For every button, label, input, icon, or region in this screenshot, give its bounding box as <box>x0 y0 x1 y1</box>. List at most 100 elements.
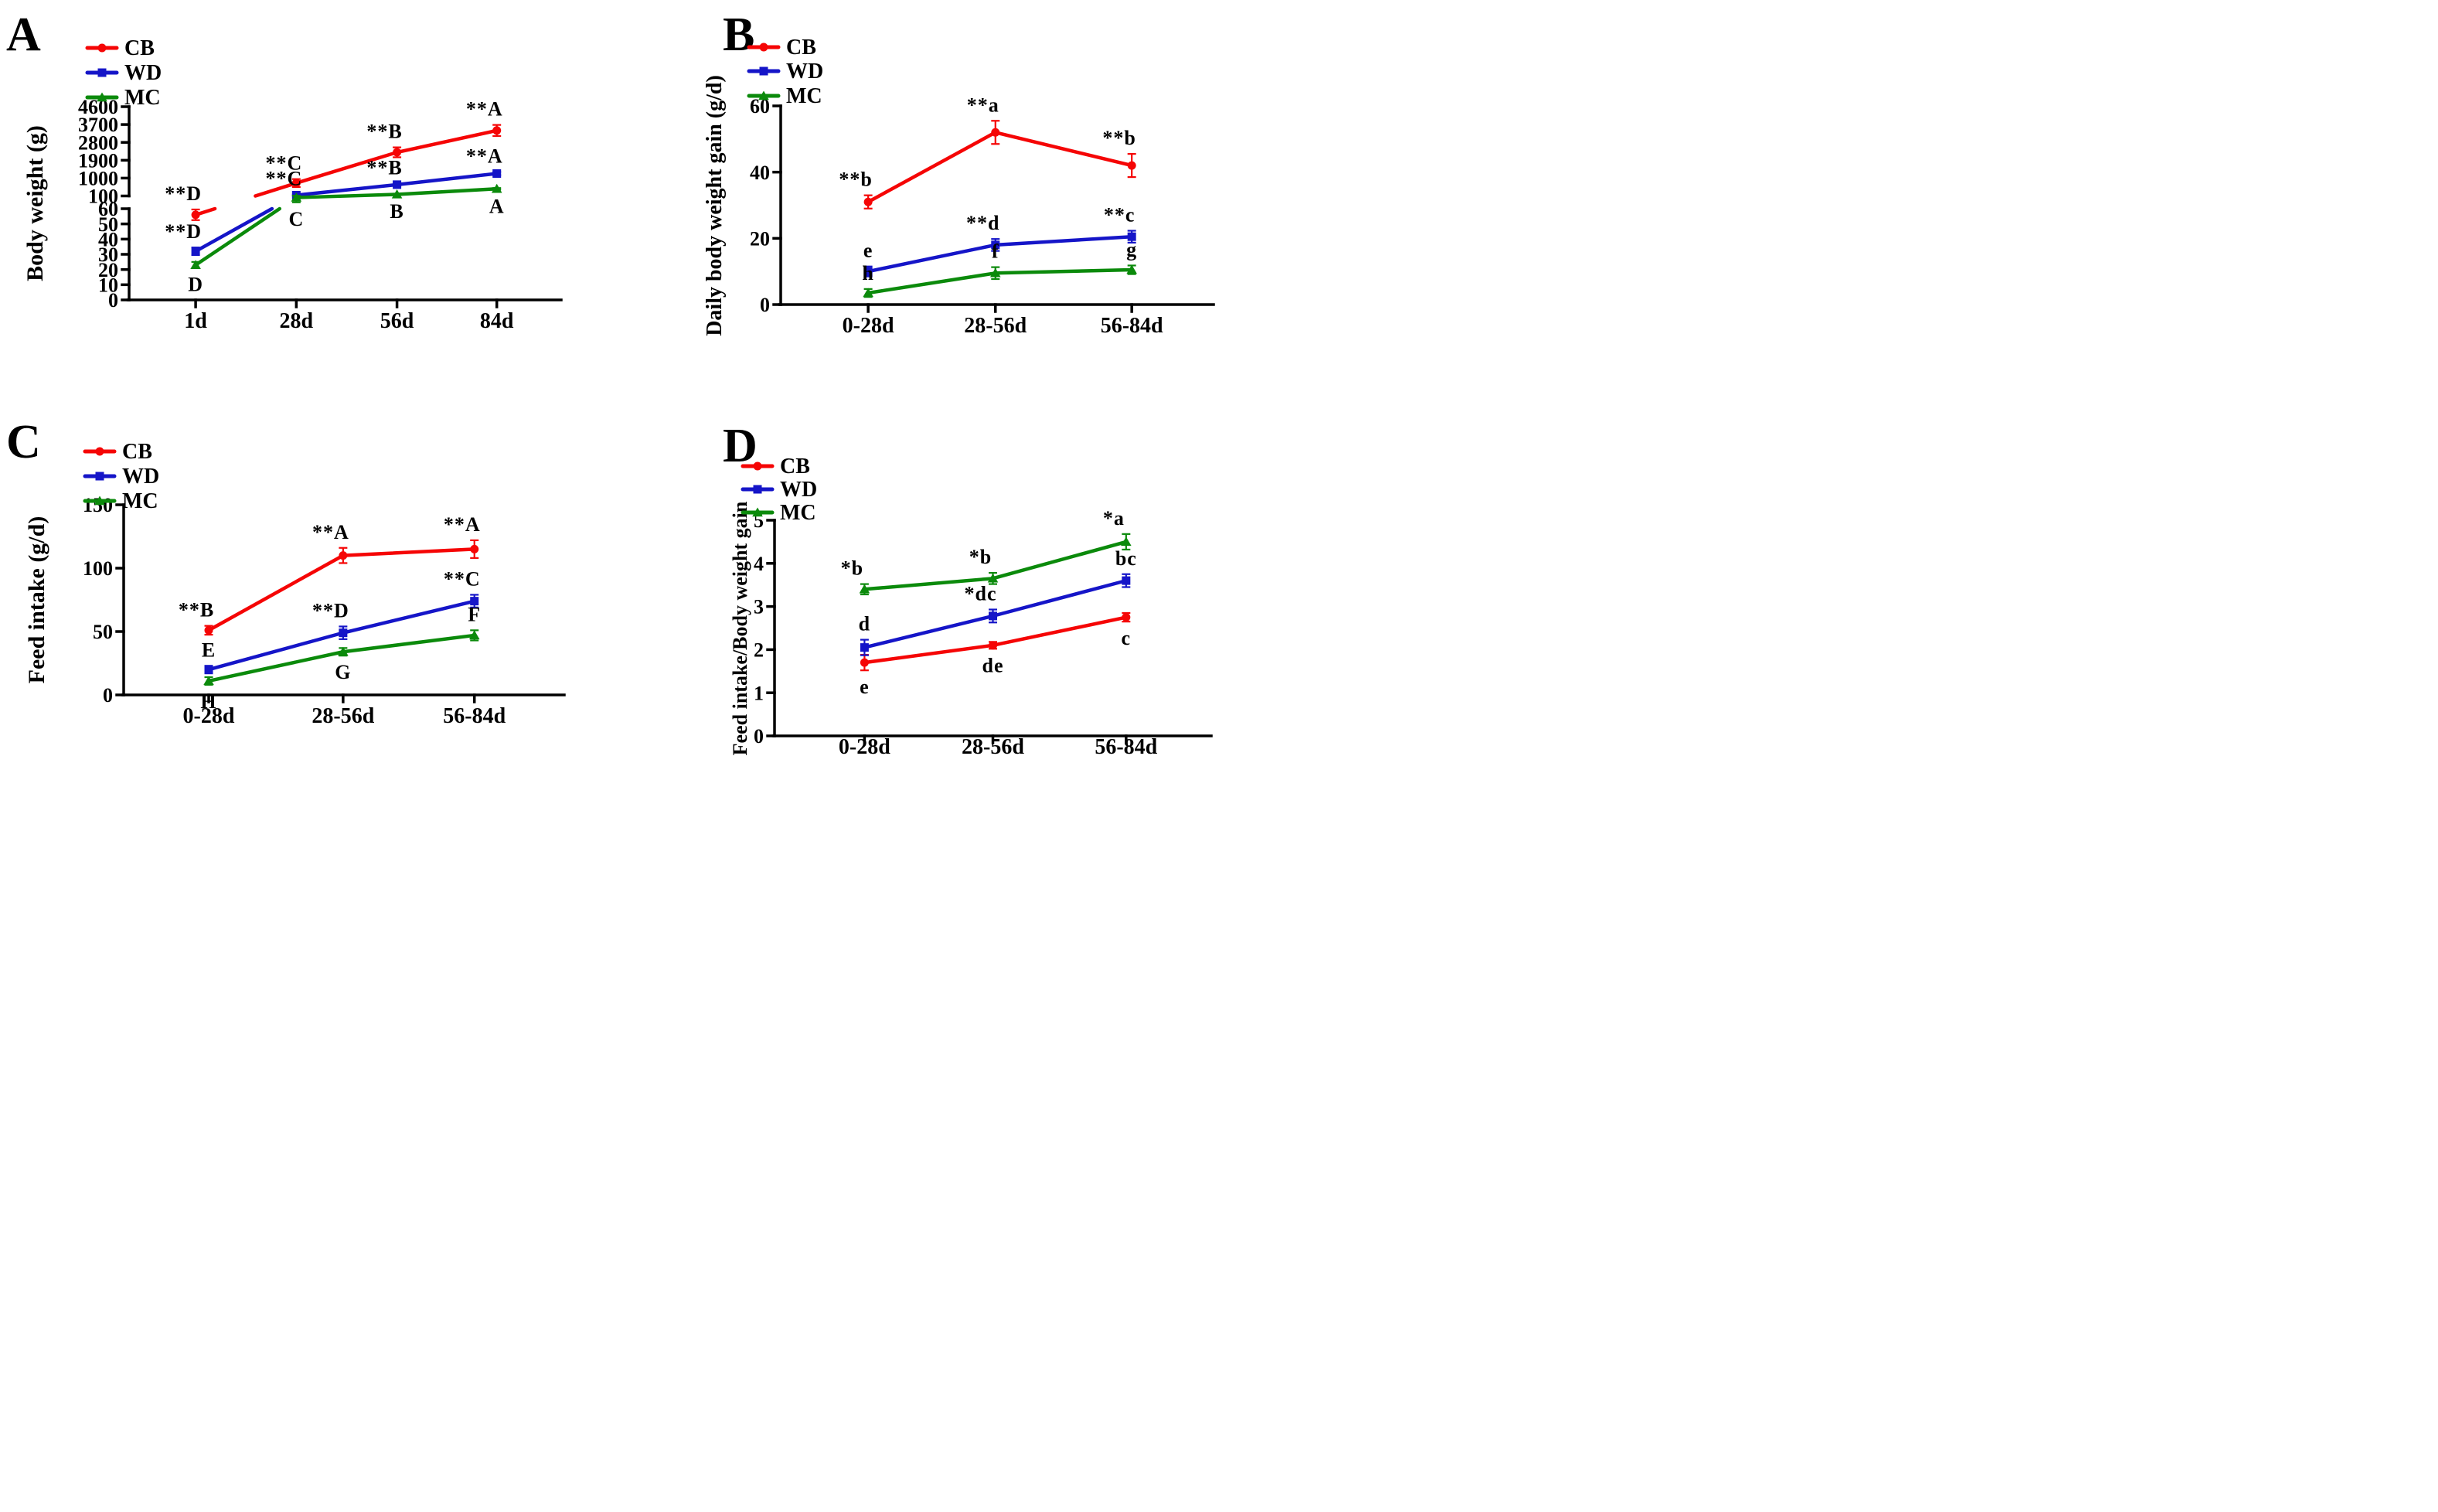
tick-labels-c: 0 50 100 150 0-28d 28-56d 56-84d <box>83 494 506 728</box>
y-tick-label: 50 <box>98 213 118 236</box>
significance-label: **B <box>179 599 214 621</box>
y-tick-label: 100 <box>83 557 113 580</box>
significance-label: **b <box>1102 127 1136 149</box>
y-tick-label: 2 <box>754 639 764 662</box>
series-wd: d *dc bc <box>859 547 1137 656</box>
significance-label: F <box>468 603 481 625</box>
panel-a-label: A <box>6 9 41 61</box>
significance-label: C <box>288 208 304 230</box>
panel-c-label: C <box>6 416 41 468</box>
y-tick-label: 40 <box>98 228 118 250</box>
significance-label: D <box>188 274 203 296</box>
y-tick-label: 3 <box>754 596 764 618</box>
significance-label: **C <box>265 152 302 175</box>
significance-label: d <box>859 613 870 635</box>
y-tick-label: 1 <box>754 682 764 704</box>
legend-item-cb: CB <box>85 36 155 60</box>
x-tick-label: 56-84d <box>1095 735 1157 756</box>
significance-label: h <box>862 262 873 284</box>
legend-item-mc: MC <box>741 501 816 525</box>
x-tick-label: 84d <box>480 309 514 333</box>
series-mc: h f g <box>862 238 1137 298</box>
axes-b <box>772 104 1215 313</box>
significance-label: **D <box>312 599 349 621</box>
significance-label: G <box>335 661 351 683</box>
legend-label: WD <box>786 60 823 83</box>
x-tick-label: 1d <box>184 309 207 333</box>
legend-label: MC <box>124 86 161 110</box>
significance-label: **C <box>444 567 481 590</box>
legend-item-mc: MC <box>83 489 158 513</box>
legend-label: MC <box>786 84 822 108</box>
y-tick-label: 60 <box>98 198 118 220</box>
significance-label: **A <box>466 145 503 167</box>
series-wd: **D **C **B **A <box>165 145 503 257</box>
y-tick-label: 0 <box>760 294 770 316</box>
significance-label: bc <box>1115 547 1137 570</box>
x-tick-label: 28-56d <box>962 735 1024 756</box>
significance-label: **B <box>366 156 402 179</box>
series-wd: e **d **c <box>863 203 1136 278</box>
significance-label: **A <box>444 513 481 536</box>
panel-b: B Daily body weight gain (g/d) 0 20 40 60 0-… <box>680 0 1219 378</box>
y-tick-label: 30 <box>98 243 118 266</box>
x-tick-label: 28d <box>280 309 314 333</box>
panel-b-label: B <box>723 9 755 61</box>
series-cb: e de c <box>860 611 1132 698</box>
significance-label: **A <box>312 521 349 543</box>
series-mc: D C B A <box>188 183 505 296</box>
x-tick-label: 0-28d <box>843 314 894 338</box>
significance-label: **b <box>839 169 872 191</box>
significance-label: **d <box>966 212 999 234</box>
legend-label: WD <box>780 478 817 502</box>
significance-label: **a <box>967 94 999 116</box>
significance-label: **C <box>265 168 302 190</box>
significance-label: **B <box>366 121 402 143</box>
legend-label: CB <box>780 455 810 478</box>
significance-label: *a <box>1103 507 1125 530</box>
legend-item-cb: CB <box>741 455 810 478</box>
axes-a <box>121 105 563 308</box>
y-tick-label: 1000 <box>78 168 118 190</box>
y-tick-label: 50 <box>93 621 113 643</box>
x-tick-label: 56-84d <box>1101 314 1163 338</box>
legend-item-mc: MC <box>85 86 161 110</box>
series-cb: **b **a **b <box>839 94 1136 209</box>
significance-label: B <box>390 200 403 223</box>
axes-c <box>115 503 566 703</box>
y-tick-label: 4 <box>754 553 764 575</box>
legend-label: CB <box>122 440 152 464</box>
significance-label: A <box>489 195 505 217</box>
y-tick-label: 3700 <box>78 114 118 136</box>
y-tick-label: 100 <box>88 186 118 208</box>
significance-label: e <box>860 676 870 698</box>
y-tick-label: 0 <box>103 684 113 707</box>
y-tick-label: 20 <box>750 227 770 250</box>
series-cb: **B **A **A <box>179 513 481 636</box>
y-tick-label: 10 <box>98 274 118 296</box>
significance-label: de <box>982 654 1004 676</box>
legend-item-cb: CB <box>83 440 152 464</box>
panel-a: A Body weight (g) 0 10 20 30 40 50 60 100 1000 19… <box>0 0 680 378</box>
y-tick-label: 0 <box>754 725 764 747</box>
significance-label: **c <box>1104 203 1136 226</box>
panel-d: D Feed intake/Body weight gain 0 1 2 3 4 5 0-2… <box>680 378 1219 756</box>
y-tick-label: 40 <box>750 162 770 184</box>
legend-label: WD <box>122 465 159 489</box>
significance-label: *b <box>841 557 863 580</box>
y-tick-label: 20 <box>98 259 118 281</box>
significance-label: H <box>200 690 216 713</box>
significance-label: f <box>992 240 999 263</box>
legend-label: CB <box>124 36 155 60</box>
significance-label: c <box>1122 627 1132 649</box>
x-tick-label: 28-56d <box>312 704 374 728</box>
legend-item-wd: WD <box>83 465 159 489</box>
legend-label: CB <box>786 36 816 60</box>
series-wd: E **D **C <box>202 567 481 675</box>
x-tick-label: 56-84d <box>443 704 506 728</box>
